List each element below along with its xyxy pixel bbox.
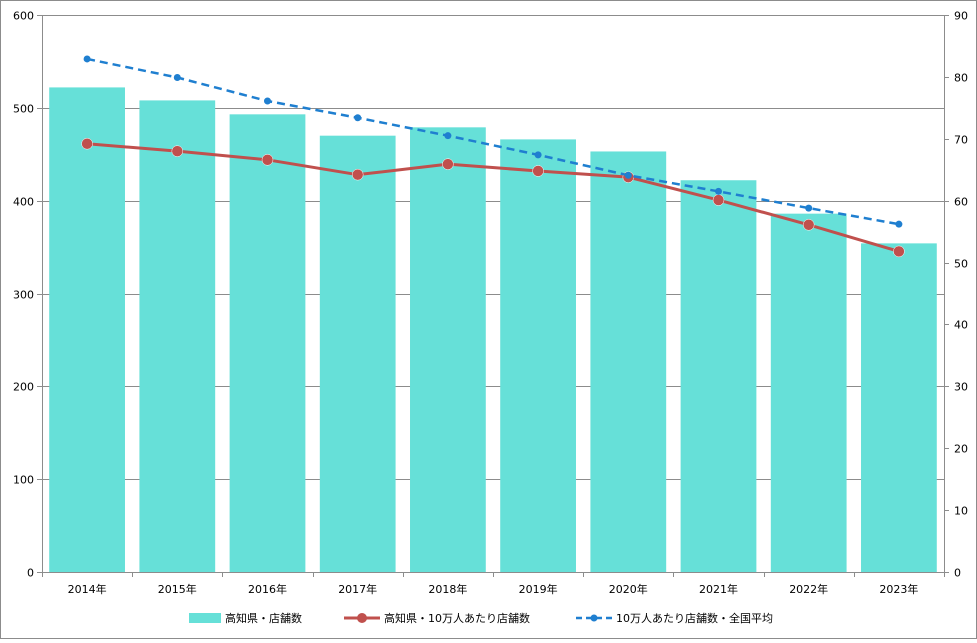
x-tick-label: 2019年 [519,582,558,596]
right-tick-label: 90 [954,10,968,23]
tick-labels: 0 100 200 300 400 500 600 0 10 20 30 40 50 60 70 80 90 20… [13,10,968,597]
point-kochi-per-100k-2017年 [351,168,364,181]
x-tick-label: 2014年 [68,582,107,596]
bar-2019年 [500,139,576,572]
x-tick-label: 2020年 [609,582,648,596]
axes [37,15,949,577]
right-tick-label: 10 [954,505,968,518]
legend-swatch-bar [189,613,221,623]
left-tick-label: 600 [13,10,34,23]
bar-2021年 [680,180,757,572]
legend-label: 高知県・店舗数 [225,611,302,625]
point-kochi-per-100k-2016年 [261,154,274,166]
left-tick-label: 0 [27,567,34,580]
bar-2015年 [139,100,216,572]
bar-2016年 [229,114,306,572]
point-national-average-2016年 [264,97,271,105]
legend: 高知県・店舗数 高知県・10万人あたり店舗数 10万人あたり店舗数・全国平均 [189,611,773,625]
left-tick-label: 300 [13,289,34,302]
point-national-average-2015年 [173,74,181,82]
bar-2017年 [319,135,396,572]
left-tick-label: 500 [13,103,34,116]
bar-2018年 [410,127,486,572]
bar-2023年 [861,243,937,572]
point-kochi-per-100k-2015年 [171,145,184,157]
point-national-average-2017年 [354,114,362,122]
line-national-average [86,57,900,226]
right-tick-label: 30 [954,381,968,394]
left-tick-label: 200 [13,381,34,394]
point-national-average-2023年 [895,220,903,228]
legend-swatch-marker [590,614,598,622]
right-tick-label: 70 [954,134,968,147]
point-kochi-per-100k-2018年 [442,158,454,170]
x-tick-label: 2022年 [789,582,828,596]
point-national-average-2014年 [83,55,91,63]
point-national-average-2018年 [444,132,452,140]
right-tick-label: 80 [954,72,968,85]
legend-label: 高知県・10万人あたり店舗数 [384,611,530,625]
line-series [81,55,905,258]
x-tick-label: 2018年 [428,582,467,596]
right-tick-label: 40 [954,319,968,332]
legend-swatch-marker [357,613,367,623]
bar-2022年 [770,213,847,572]
bar-2014年 [49,87,125,572]
point-national-average-2022年 [805,204,813,212]
x-tick-label: 2017年 [338,582,377,596]
x-tick-label: 2021年 [699,582,738,596]
legend-label: 10万人あたり店舗数・全国平均 [616,611,773,625]
x-tick-label: 2023年 [879,582,918,596]
right-tick-label: 20 [954,443,968,456]
point-national-average-2020年 [624,171,632,179]
bar-2020年 [590,151,667,572]
left-tick-label: 400 [13,196,34,209]
point-national-average-2021年 [715,187,722,195]
line-kochi-per-100k [86,142,900,253]
point-kochi-per-100k-2019年 [532,165,544,177]
right-tick-label: 0 [954,567,961,580]
left-tick-label: 100 [13,474,34,487]
x-tick-label: 2016年 [248,582,287,596]
point-kochi-per-100k-2021年 [712,194,725,206]
right-tick-label: 60 [954,196,968,209]
point-kochi-per-100k-2022年 [802,219,815,231]
point-national-average-2019年 [534,151,542,159]
right-tick-label: 50 [954,258,968,271]
bar-series [49,87,937,572]
point-kochi-per-100k-2014年 [81,137,93,150]
point-kochi-per-100k-2023年 [893,245,905,258]
x-tick-label: 2015年 [158,582,197,596]
